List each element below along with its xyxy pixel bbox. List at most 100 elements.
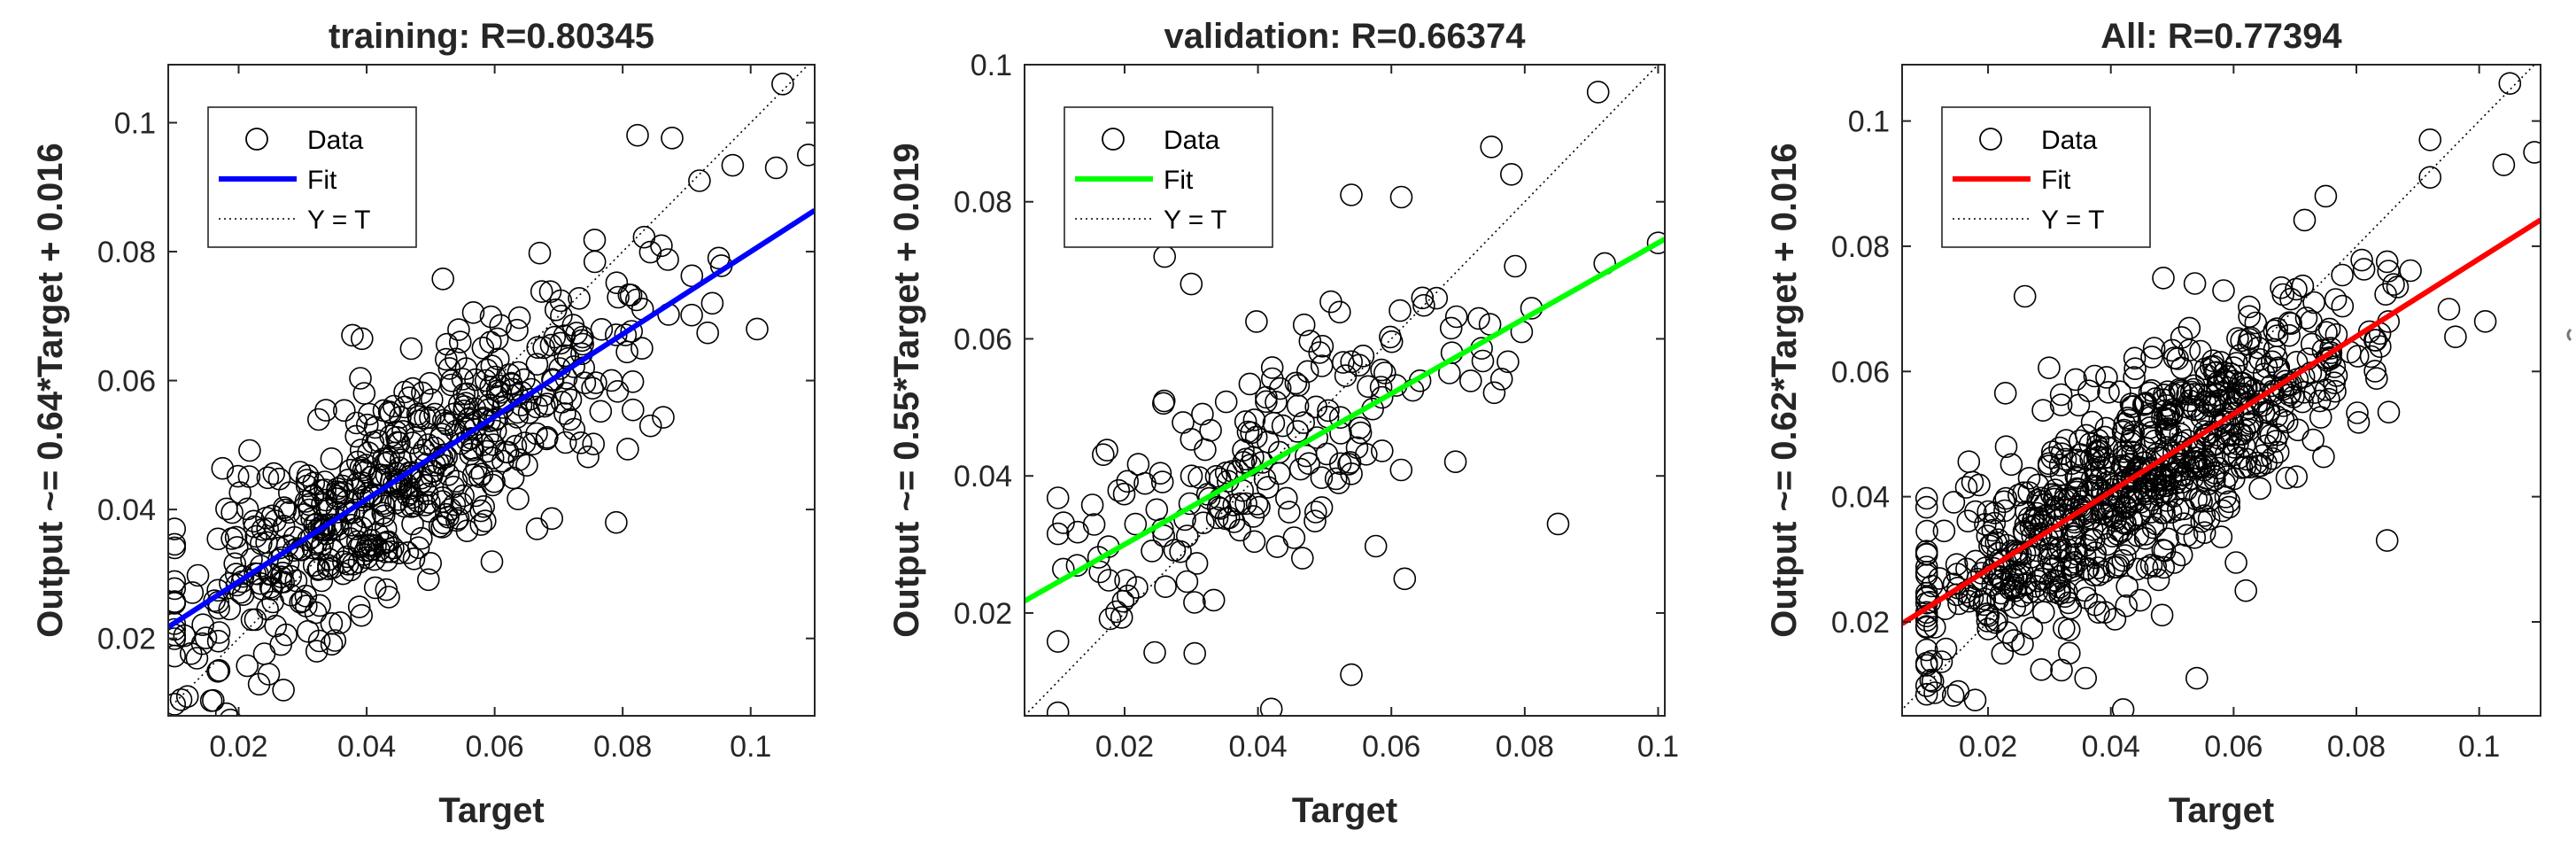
data-point xyxy=(372,447,395,470)
data-point xyxy=(1315,442,1339,466)
data-point xyxy=(581,377,604,400)
data-point xyxy=(501,466,525,490)
data-point xyxy=(2140,378,2163,402)
data-point xyxy=(1480,136,1503,159)
data-point xyxy=(525,353,549,377)
data-point xyxy=(1204,464,1228,488)
data-point xyxy=(206,659,229,683)
data-point xyxy=(1046,701,1070,716)
data-point xyxy=(260,504,284,528)
data-point xyxy=(339,458,362,482)
data-point xyxy=(236,654,259,678)
data-point xyxy=(2256,421,2279,445)
data-point xyxy=(393,494,416,518)
data-point xyxy=(630,337,654,361)
data-point xyxy=(2133,523,2157,546)
data-point xyxy=(521,432,545,456)
legend: Data Fit Y = T xyxy=(1941,106,2151,248)
axes-box xyxy=(167,64,816,717)
data-point xyxy=(2140,345,2163,369)
data-point xyxy=(272,496,296,519)
data-point xyxy=(169,687,193,711)
data-point xyxy=(553,324,576,347)
data-point xyxy=(2201,349,2224,373)
data-point xyxy=(1389,299,1412,322)
data-point xyxy=(550,304,573,328)
data-point xyxy=(306,408,330,431)
data-point xyxy=(2229,371,2252,395)
data-point xyxy=(2382,273,2405,296)
data-point xyxy=(279,583,303,607)
data-point xyxy=(576,445,600,469)
data-point xyxy=(295,474,319,498)
data-point xyxy=(2193,521,2216,545)
data-point xyxy=(214,702,238,716)
data-point xyxy=(1915,654,1938,677)
data-point xyxy=(2170,326,2193,349)
data-point xyxy=(305,640,329,663)
data-point xyxy=(1956,509,1980,533)
edge-mark xyxy=(2566,328,2572,342)
data-point xyxy=(1546,512,1570,536)
data-point xyxy=(680,303,703,327)
data-point xyxy=(1260,356,1284,379)
data-point xyxy=(406,536,430,560)
data-point xyxy=(353,505,376,529)
data-point xyxy=(256,466,280,490)
y-tick-label: 0.1 xyxy=(971,49,1012,82)
data-point xyxy=(2202,432,2225,456)
y-axis-label: Output ~= 0.62*Target + 0.016 xyxy=(1765,143,1804,637)
y-tick-label: 0.04 xyxy=(1831,481,1890,515)
data-point xyxy=(1928,567,1951,590)
data-point xyxy=(590,317,614,341)
data-point xyxy=(1242,530,1266,554)
data-point xyxy=(230,570,254,594)
data-point xyxy=(2111,548,2134,572)
fit-line xyxy=(168,207,815,630)
data-point xyxy=(2043,495,2067,518)
data-point xyxy=(350,327,374,351)
data-point xyxy=(2279,312,2302,336)
data-point xyxy=(175,685,199,709)
data-point xyxy=(2264,430,2287,453)
data-point xyxy=(185,647,209,670)
data-point xyxy=(1095,439,1118,462)
data-point xyxy=(1228,518,1251,542)
data-point xyxy=(2142,337,2166,360)
data-point xyxy=(1934,637,1958,661)
data-point xyxy=(1945,553,1969,577)
data-point xyxy=(455,519,479,543)
data-point xyxy=(307,557,331,580)
legend: Data Fit Y = T xyxy=(1064,106,1273,248)
data-point xyxy=(1964,500,1987,524)
data-point xyxy=(2217,490,2240,514)
data-point xyxy=(398,461,422,485)
data-point xyxy=(448,330,472,353)
data-point xyxy=(323,629,347,652)
fit-line xyxy=(1902,217,2541,626)
data-point xyxy=(1172,411,1195,434)
legend-label: Data xyxy=(2041,126,2098,155)
data-point xyxy=(243,515,267,539)
data-point xyxy=(2083,364,2107,388)
data-point xyxy=(2193,504,2216,527)
data-point xyxy=(549,289,573,313)
data-point xyxy=(2161,462,2184,485)
data-point xyxy=(1351,344,1375,368)
data-point xyxy=(1183,591,1206,614)
data-point xyxy=(168,517,186,540)
data-point xyxy=(2057,486,2081,510)
data-point xyxy=(168,617,186,641)
data-point xyxy=(206,629,230,653)
data-point xyxy=(1957,589,1981,613)
data-point xyxy=(2049,383,2073,407)
data-point xyxy=(1915,555,1938,578)
data-point xyxy=(1324,467,1348,491)
data-point xyxy=(344,411,368,435)
data-point xyxy=(485,327,509,351)
data-point xyxy=(2115,594,2138,617)
data-point xyxy=(2217,495,2240,519)
data-point xyxy=(2263,338,2286,361)
x-tick-label: 0.04 xyxy=(1229,730,1288,764)
